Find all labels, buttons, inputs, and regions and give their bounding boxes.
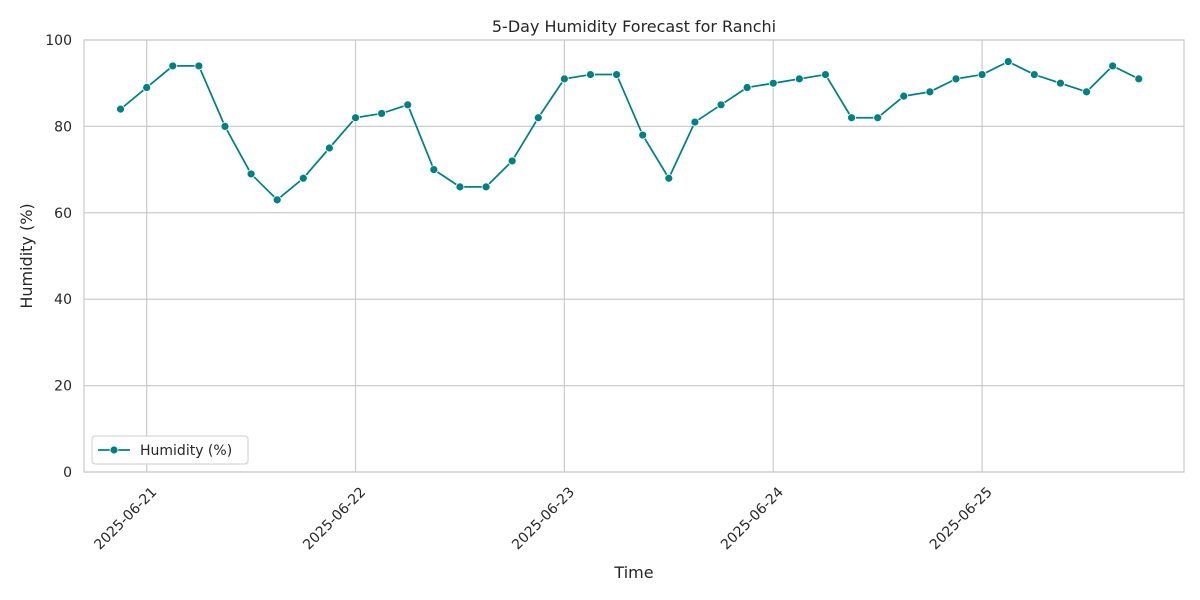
legend-entry-humidity: Humidity (%) [140, 443, 232, 459]
data-point [1003, 57, 1013, 66]
data-point [116, 104, 125, 114]
data-point [1082, 87, 1091, 97]
data-point [664, 173, 674, 183]
data-point [351, 113, 360, 123]
data-point [977, 70, 987, 79]
data-point [455, 182, 465, 192]
series-line-humidity [119, 60, 1140, 201]
data-point [612, 70, 621, 79]
data-point [325, 143, 334, 153]
data-point [716, 100, 726, 110]
legend-marker-swatch [109, 445, 119, 455]
data-point [1056, 78, 1065, 88]
data-point [298, 173, 308, 183]
data-point [847, 113, 856, 123]
data-point [142, 83, 152, 92]
data-point [951, 74, 961, 84]
data-point [168, 61, 178, 71]
legend: Humidity (%) [91, 435, 249, 465]
y-axis-label: Humidity (%) [17, 203, 36, 308]
data-point [220, 122, 230, 131]
y-tick-label: 40 [54, 292, 72, 308]
data-point [481, 182, 491, 192]
data-point [638, 130, 648, 140]
y-tick-label: 60 [54, 206, 72, 222]
data-point [246, 169, 256, 179]
data-point [1134, 74, 1144, 84]
data-point [899, 91, 909, 101]
data-point [1029, 70, 1039, 79]
data-point [403, 100, 413, 110]
data-point [873, 113, 883, 123]
data-point [533, 113, 543, 123]
y-tick-label: 100 [45, 33, 72, 49]
data-point [768, 78, 778, 88]
y-tick-label: 80 [54, 119, 72, 135]
y-tick-labels: 0 20 40 60 80 100 [45, 33, 72, 481]
chart-title: 5-Day Humidity Forecast for Ranchi [492, 17, 776, 36]
data-point [690, 117, 700, 127]
data-point [194, 61, 204, 71]
y-tick-label: 20 [54, 379, 72, 395]
y-tick-label: 0 [63, 465, 72, 481]
plot-frame [83, 39, 1185, 473]
data-point [821, 70, 830, 79]
data-point [559, 74, 569, 84]
data-point [1108, 61, 1118, 71]
data-point [742, 83, 752, 92]
series-layer [116, 57, 1144, 205]
data-point [377, 109, 387, 118]
legend-box [91, 435, 249, 465]
data-point [925, 87, 935, 97]
data-point [586, 70, 595, 79]
data-point [507, 156, 517, 166]
x-axis-label: Time [613, 563, 653, 582]
data-point [272, 195, 282, 205]
data-point [429, 165, 439, 175]
data-point [794, 74, 804, 84]
